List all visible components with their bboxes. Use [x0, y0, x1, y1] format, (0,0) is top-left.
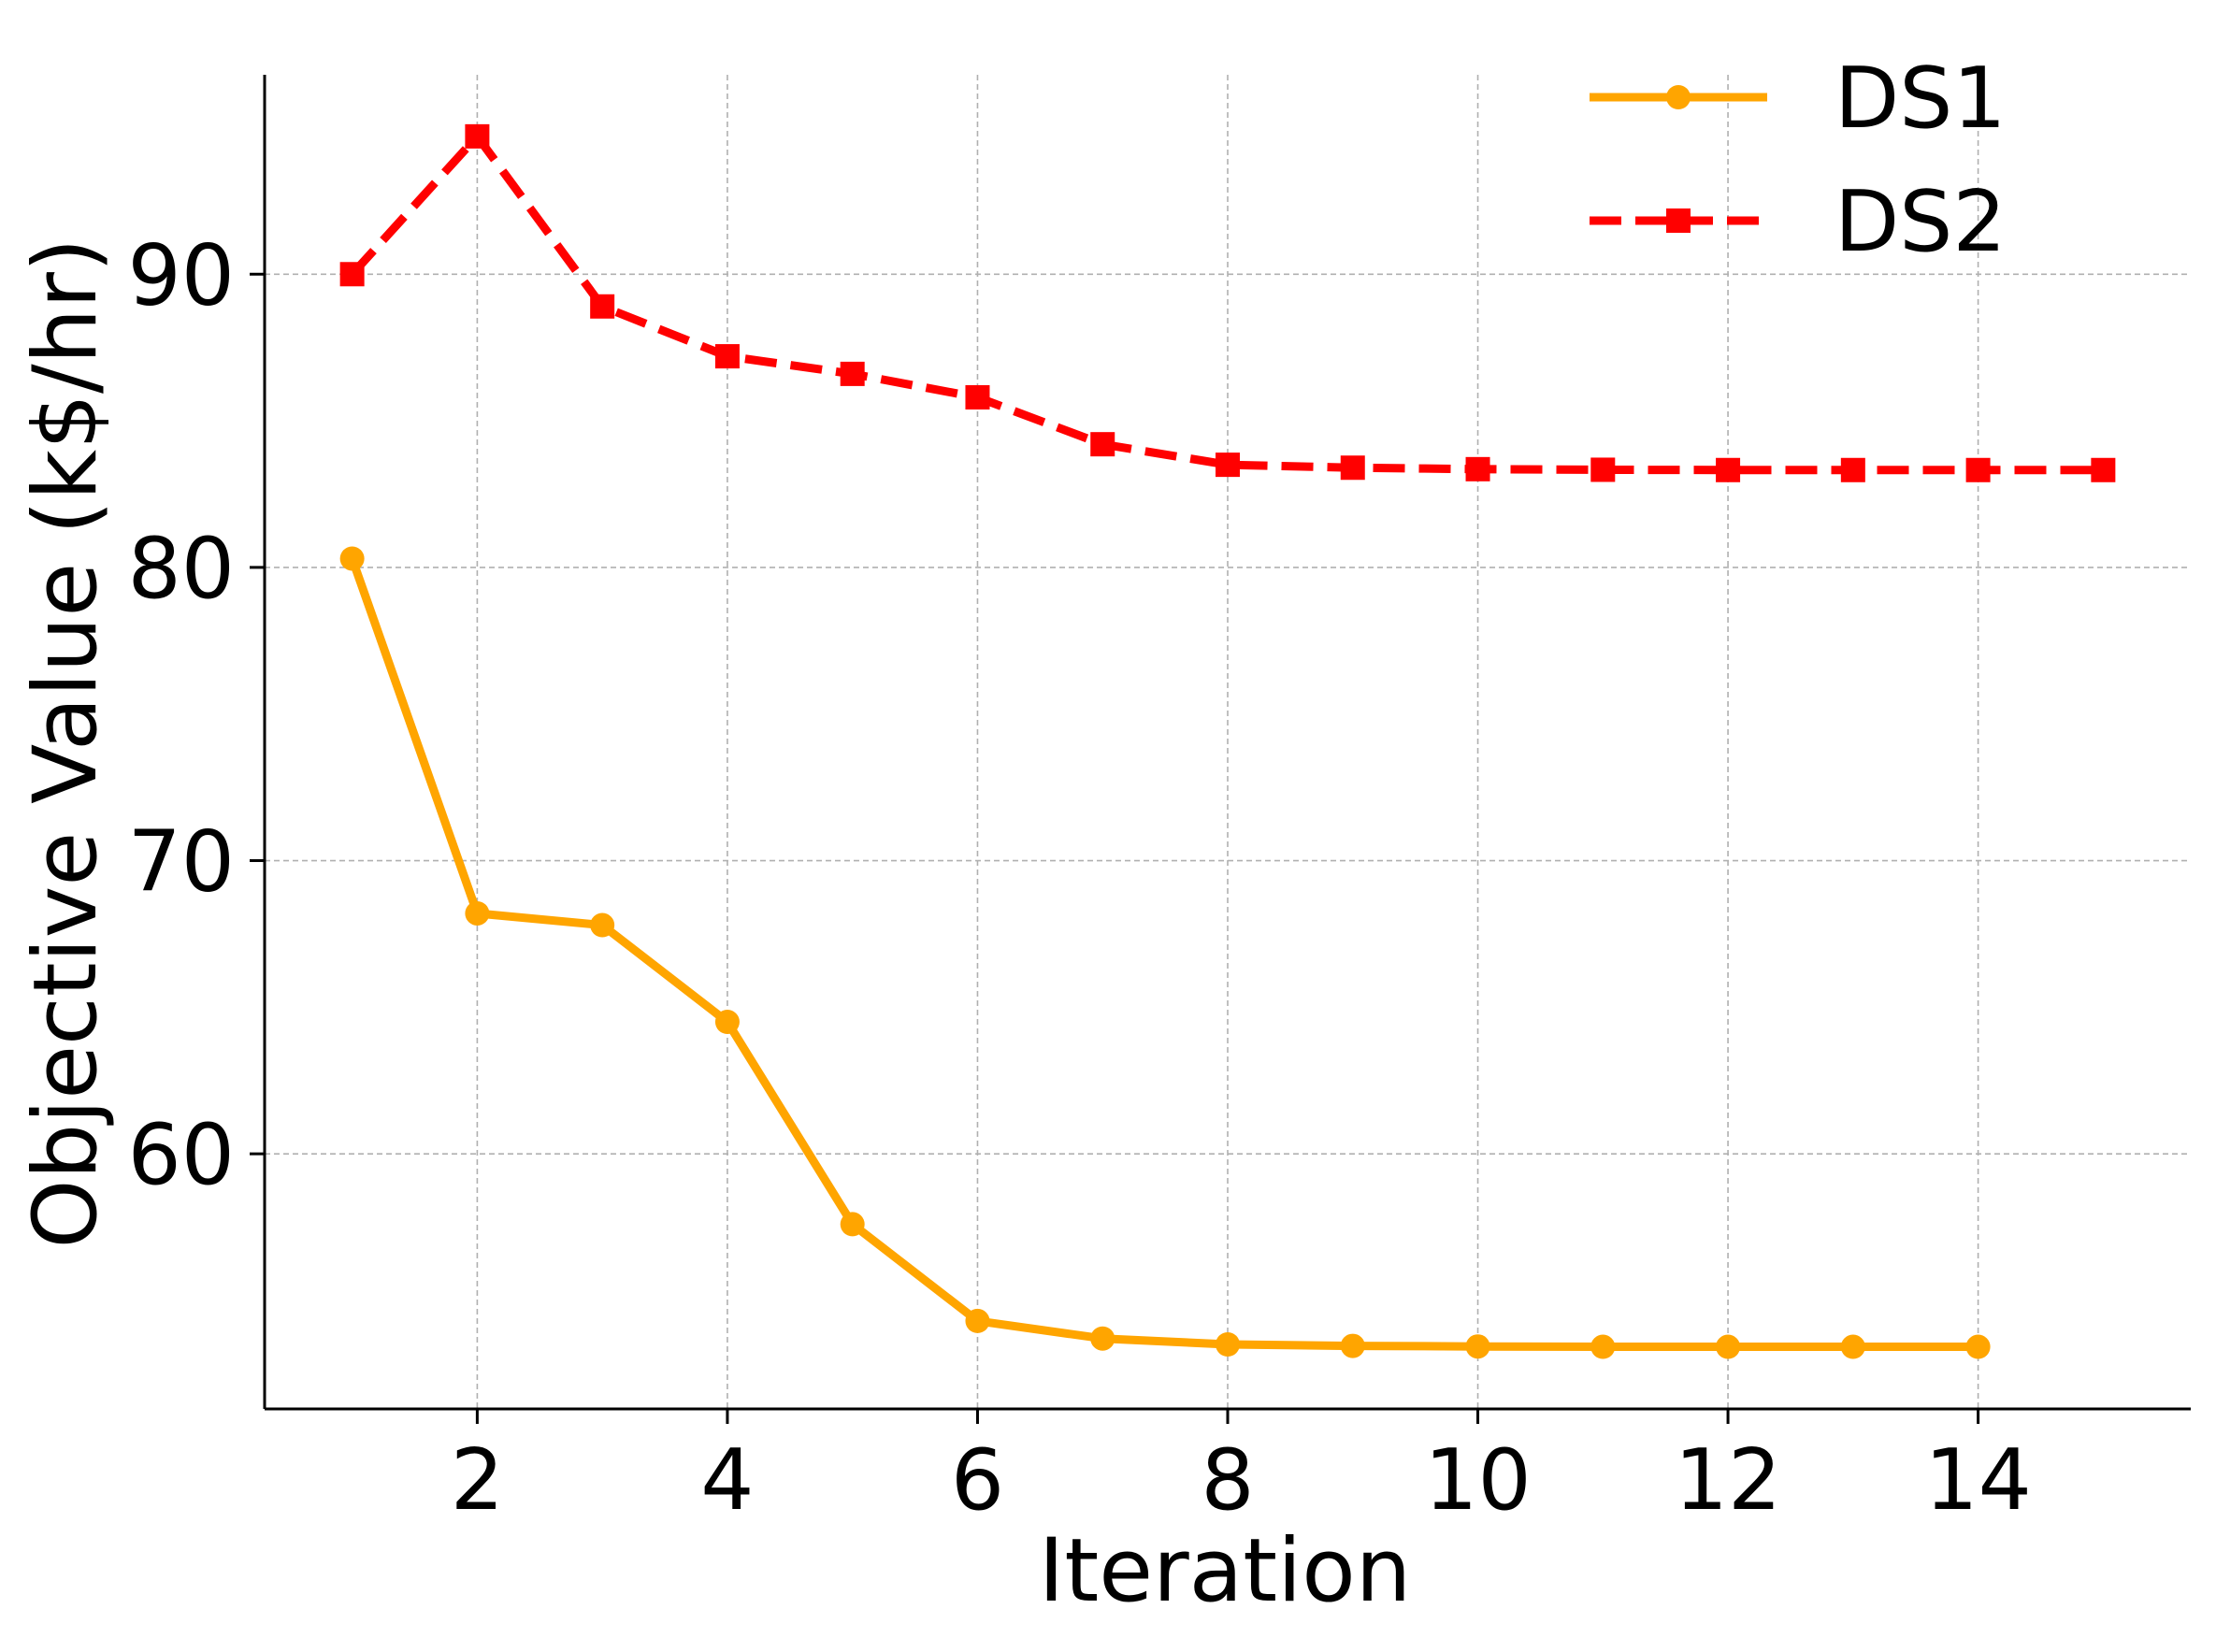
data-point: [339, 262, 365, 287]
data-point: [1716, 1334, 1741, 1359]
series-ds2: [339, 123, 2116, 482]
data-point: [1216, 1332, 1240, 1358]
y-axis-ticks: 60 70 80 90: [127, 226, 265, 1204]
x-tick-label: 8: [1201, 1431, 1254, 1530]
x-tick-label: 14: [1924, 1431, 2032, 1530]
legend-marker: [1666, 85, 1691, 109]
y-tick-label: 90: [127, 226, 235, 324]
x-tick-label: 4: [700, 1431, 754, 1530]
y-axis-label: Objective Value (k$/hr): [15, 237, 117, 1248]
y-tick-label: 70: [127, 813, 235, 912]
series-ds1: [339, 546, 1991, 1359]
series-line-ds1: [348, 556, 1979, 1352]
data-point: [965, 384, 990, 409]
data-point: [1590, 457, 1616, 482]
data-point: [465, 900, 490, 926]
data-point: [1465, 1334, 1490, 1359]
legend-marker: [1666, 208, 1691, 233]
data-point: [1340, 1333, 1365, 1358]
x-tick-label: 10: [1424, 1431, 1532, 1530]
x-tick-label: 6: [951, 1431, 1004, 1530]
series-line-ds2: [349, 132, 2104, 475]
legend-label: DS1: [1835, 50, 2007, 148]
data-point: [1216, 453, 1240, 478]
data-point: [1465, 456, 1490, 481]
data-point: [2091, 457, 2116, 482]
series-layer: [339, 123, 2116, 1359]
y-tick-label: 60: [127, 1106, 235, 1204]
data-point: [840, 1212, 865, 1237]
data-point: [590, 294, 615, 319]
legend-label: DS2: [1835, 173, 2007, 271]
data-point: [1840, 1334, 1865, 1359]
grid-lines: [265, 75, 2191, 1409]
data-point: [1965, 1334, 1991, 1359]
data-point: [1090, 1326, 1115, 1351]
data-point: [1590, 1334, 1616, 1359]
data-point: [1716, 457, 1741, 482]
data-point: [1090, 432, 1115, 457]
data-point: [840, 361, 865, 386]
x-axis-ticks: 2 4 6 8 10 12 14: [451, 1409, 2032, 1530]
data-point: [965, 1308, 990, 1333]
legend-entry-ds1: DS1: [1590, 50, 2007, 148]
data-point: [714, 344, 740, 369]
data-point: [1840, 457, 1865, 482]
x-tick-label: 2: [451, 1431, 504, 1530]
data-point: [1340, 455, 1365, 481]
x-tick-label: 12: [1675, 1431, 1782, 1530]
y-tick-label: 80: [127, 520, 235, 618]
legend-entry-ds2: DS2: [1590, 173, 2007, 271]
data-point: [1965, 457, 1991, 482]
data-point: [339, 546, 365, 571]
data-point: [465, 123, 490, 149]
data-point: [714, 1010, 740, 1035]
data-point: [590, 912, 615, 938]
x-axis-label: Iteration: [1039, 1520, 1412, 1622]
